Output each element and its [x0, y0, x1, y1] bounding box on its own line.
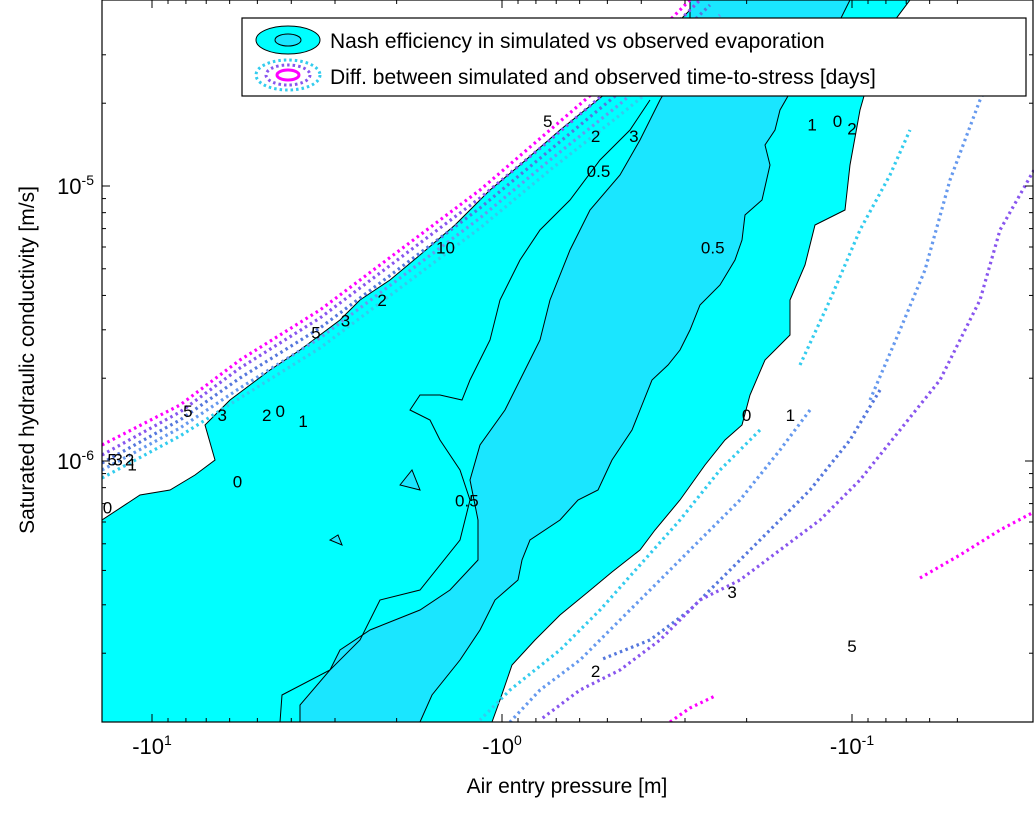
y-tick-label: 10-6	[57, 447, 94, 474]
contour-label: 3	[341, 312, 350, 331]
contour-label: 1	[127, 455, 136, 474]
diff-contour-2-upper	[102, 13, 722, 472]
contour-label: 3	[113, 450, 122, 469]
y-tick-label: 10-5	[57, 172, 94, 199]
axis-ticks	[102, 0, 1033, 722]
contour-label: 0	[233, 473, 242, 492]
x-axis-title: Air entry pressure [m]	[467, 775, 668, 798]
legend-swatch-diff	[254, 58, 322, 92]
legend: Nash efficiency in simulated vs observed…	[241, 17, 1027, 97]
contour-label: 5	[543, 112, 552, 131]
nash-region-level-05	[299, 0, 851, 722]
diff-contour-3-upper	[102, 3, 712, 465]
contour-label: 5	[183, 402, 192, 421]
contour-label: 0	[742, 406, 751, 425]
contour-label: 2	[377, 291, 386, 310]
contour-label: 2	[591, 127, 600, 146]
diff-contour-1-lower-b	[478, 428, 762, 722]
contour-label: 5	[107, 450, 116, 469]
axis-tick-labels: -101 -100 -10-1 10-5 10-6	[57, 172, 874, 759]
contour-label: 0.5	[587, 162, 611, 181]
legend-swatch-nash	[255, 25, 321, 55]
contour-label: 2	[125, 450, 134, 469]
contour-label: 5	[311, 323, 320, 342]
nash-inner-ridge	[279, 99, 651, 722]
contour-label: 3	[727, 583, 736, 602]
contour-label: 0	[276, 402, 285, 421]
contour-label: 0.5	[701, 239, 725, 258]
axes-box	[101, 0, 1034, 723]
contour-label: 1	[786, 406, 795, 425]
contour-label: 3	[629, 127, 638, 146]
contour-label: 3	[217, 406, 226, 425]
contour-label: 10	[436, 239, 455, 258]
contour-label: 0	[833, 112, 842, 131]
diff-contour-2-lower-b	[508, 409, 812, 722]
contour-label: 2	[847, 119, 856, 138]
nash-island-1	[399, 469, 421, 491]
contour-label: 0	[103, 498, 112, 517]
contour-label: 2	[262, 406, 271, 425]
nash-region-level-0	[102, 0, 911, 722]
contour-label: 1	[298, 412, 307, 431]
x-tick-label: -101	[132, 732, 172, 759]
x-tick-label: -100	[482, 732, 522, 759]
legend-box	[241, 17, 1027, 97]
contour-label: 1	[807, 116, 816, 135]
contour-label: 5	[847, 637, 856, 656]
contour-label: 2	[591, 662, 600, 681]
contour-label: 0.5	[455, 491, 479, 510]
x-tick-label: -10-1	[830, 732, 874, 759]
legend-label-diff: Diff. between simulated and observed tim…	[330, 66, 876, 89]
diff-contour-2-lower	[868, 59, 1002, 401]
diff-contour-5-lower	[539, 169, 1034, 722]
nash-island-2	[328, 534, 343, 546]
legend-label-nash: Nash efficiency in simulated vs observed…	[330, 30, 825, 53]
diff-contour-10-lower	[919, 510, 1034, 580]
y-axis-title: Saturated hydraulic conductivity [m/s]	[16, 186, 39, 534]
diff-contour-10-lower-b	[669, 694, 716, 722]
diff-contours	[102, 0, 1034, 722]
